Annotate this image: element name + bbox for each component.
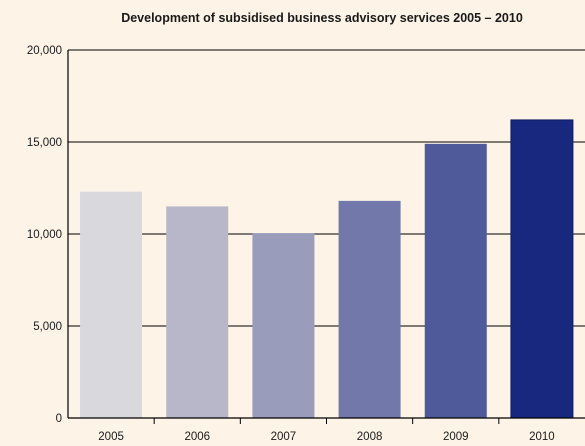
x-tick-label: 2005 — [98, 431, 124, 443]
y-tick-label: 0 — [56, 413, 62, 425]
x-tick-label: 2010 — [529, 431, 555, 443]
chart-title: Development of subsidised business advis… — [121, 11, 523, 25]
bar-2010 — [510, 119, 574, 419]
bar-2008 — [338, 200, 401, 418]
bar-2007 — [252, 233, 315, 418]
y-tick-label: 15,000 — [27, 137, 62, 149]
bar-2006 — [166, 206, 229, 418]
y-tick-labels: 0 5,000 10,000 15,000 20,000 — [27, 45, 62, 425]
x-tick-label: 2009 — [443, 431, 469, 443]
bar-2009 — [424, 143, 487, 418]
y-tick-label: 5,000 — [33, 321, 62, 333]
x-tick-labels: 2005 2006 2007 2008 2009 2010 — [98, 431, 554, 443]
bars — [80, 119, 574, 419]
x-tick-label: 2008 — [357, 431, 383, 443]
bar-2005 — [80, 191, 143, 418]
x-tick-label: 2007 — [271, 431, 297, 443]
x-tick-label: 2006 — [184, 431, 210, 443]
y-tick-label: 20,000 — [27, 45, 62, 57]
gridlines — [68, 49, 585, 327]
y-tick-label: 10,000 — [27, 229, 62, 241]
axes — [67, 50, 585, 424]
